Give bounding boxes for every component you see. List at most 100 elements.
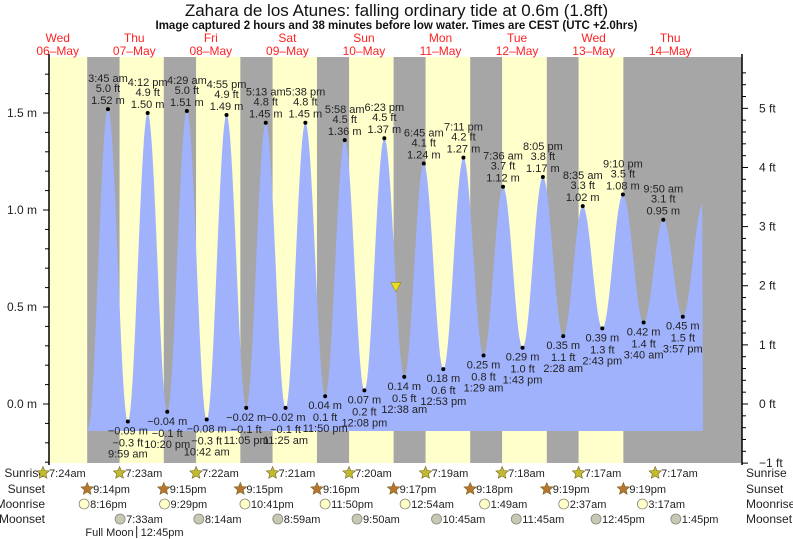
- high-tide-time-label: 5:13 am: [246, 87, 286, 99]
- high-tide-m-label: 1.45 m: [249, 109, 283, 121]
- date-label: 10–May: [343, 44, 386, 58]
- right-axis-tick-label: 4 ft: [759, 160, 776, 174]
- high-tide-m-label: 1.08 m: [606, 180, 640, 192]
- high-tide-m-label: 1.24 m: [407, 149, 441, 161]
- day-of-week-label: Mon: [429, 31, 452, 45]
- high-tide-m-label: 1.27 m: [447, 144, 481, 156]
- moonset-moon-icon: [510, 513, 522, 525]
- low-tide-m-label: 0.04 m: [308, 400, 342, 412]
- high-tide-time-label: 6:23 pm: [364, 102, 404, 114]
- low-tide-m-label: 0.42 m: [627, 327, 661, 339]
- low-tide-time-label: 10:42 am: [184, 447, 230, 459]
- high-tide-ft-label: 4.1 ft: [412, 137, 436, 149]
- high-tide-ft-label: 3.8 ft: [531, 151, 555, 163]
- low-tide-ft-label: 0.8 ft: [471, 372, 495, 384]
- high-tide-point: [620, 192, 625, 197]
- high-tide-ft-label: 4.8 ft: [293, 97, 317, 109]
- high-tide-ft-label: 3.7 ft: [491, 161, 515, 173]
- low-tide-ft-label: −0.3 ft: [112, 437, 143, 449]
- high-tide-point: [461, 155, 466, 160]
- high-tide-point: [105, 107, 110, 112]
- sunset-star-icon: [463, 481, 478, 495]
- current-tide-marker-icon: [390, 282, 402, 293]
- low-tide-ft-label: 1.4 ft: [631, 339, 655, 351]
- high-tide-time-label: 4:29 am: [167, 75, 207, 87]
- low-tide-time-label: 3:57 pm: [663, 344, 703, 356]
- sunrise-star-icon: [112, 465, 127, 479]
- right-axis-tick-label: −1 ft: [759, 456, 783, 470]
- low-tide-time-label: 12:53 pm: [420, 396, 466, 408]
- moonset-time-label: 8:59am: [284, 514, 321, 526]
- day-of-week-label: Fri: [204, 31, 218, 45]
- low-tide-point: [362, 388, 367, 393]
- moonset-time-label: 8:14am: [205, 514, 242, 526]
- date-label: 09–May: [266, 44, 309, 58]
- moonset-time-label: 1:45pm: [682, 514, 719, 526]
- low-tide-ft-label: −0.1 ft: [231, 424, 262, 436]
- moonrise-time-label: 3:17am: [648, 499, 685, 511]
- day-of-week-label: Wed: [45, 31, 69, 45]
- low-tide-ft-label: −0.3 ft: [191, 436, 222, 448]
- sunrise-star-icon: [495, 465, 510, 479]
- moonset-time-label: 7:33am: [126, 514, 163, 526]
- sunset-time-label: 9:17pm: [400, 484, 437, 496]
- high-tide-time-label: 9:10 pm: [603, 158, 643, 170]
- sunset-time-label: 9:19pm: [629, 484, 666, 496]
- left-axis-tick-label: 0.5 m: [7, 300, 37, 314]
- low-tide-time-label: 11:25 am: [263, 435, 308, 447]
- sunrise-time-label: 7:21am: [279, 468, 316, 480]
- low-tide-point: [244, 405, 249, 410]
- low-tide-m-label: 0.07 m: [348, 394, 382, 406]
- low-tide-point: [323, 394, 328, 399]
- sunrise-time-label: 7:23am: [126, 468, 163, 480]
- sunset-time-label: 9:14pm: [93, 484, 130, 496]
- day-of-week-label: Thu: [124, 31, 145, 45]
- date-label: 08–May: [189, 44, 232, 58]
- moonset-moon-icon: [272, 513, 284, 525]
- moonrise-moon-icon: [636, 498, 648, 510]
- moonset-moon-icon: [590, 513, 602, 525]
- chart-subtitle: Image captured 2 hours and 38 minutes be…: [155, 20, 638, 32]
- high-tide-time-label: 3:45 am: [88, 73, 128, 85]
- high-tide-point: [661, 217, 666, 222]
- sunset-star-icon: [156, 481, 171, 495]
- moonset-row-label-left: Moonset: [0, 512, 46, 526]
- moonrise-time-label: 10:41pm: [251, 499, 294, 511]
- sunrise-star-icon: [189, 465, 203, 479]
- moonrise-moon-icon: [558, 498, 570, 510]
- moonset-moon-icon: [193, 513, 205, 525]
- sunrise-row-label-right: Sunrise: [746, 466, 787, 480]
- day-of-week-label: Sat: [278, 31, 297, 45]
- low-tide-point: [520, 345, 525, 350]
- sunrise-star-icon: [36, 465, 50, 479]
- low-tide-time-label: 12:08 pm: [341, 417, 387, 429]
- right-axis-tick-label: 0 ft: [759, 397, 776, 411]
- low-tide-time-label: 11:05 pm: [224, 435, 269, 447]
- high-tide-ft-label: 5.0 ft: [96, 83, 120, 95]
- high-tide-ft-label: 4.9 ft: [135, 87, 159, 99]
- high-tide-ft-label: 3.5 ft: [611, 168, 635, 180]
- low-tide-m-label: −0.09 m: [108, 425, 148, 437]
- high-tide-ft-label: 4.5 ft: [372, 112, 396, 124]
- date-label: 14–May: [649, 44, 692, 58]
- sunrise-star-icon: [571, 465, 586, 479]
- left-axis-tick-label: 1.5 m: [7, 106, 37, 120]
- low-tide-time-label: 11:50 pm: [303, 423, 348, 435]
- low-tide-m-label: 0.29 m: [506, 352, 540, 364]
- low-tide-ft-label: 1.1 ft: [551, 352, 575, 364]
- low-tide-point: [283, 405, 288, 410]
- low-tide-ft-label: 0.2 ft: [352, 406, 376, 418]
- low-tide-ft-label: 1.5 ft: [671, 333, 695, 345]
- tide-level-area: [88, 109, 703, 431]
- right-axis-tick-label: 1 ft: [759, 338, 776, 352]
- sunrise-time-label: 7:20am: [355, 468, 392, 480]
- sunset-time-label: 9:15pm: [246, 484, 283, 496]
- sunrise-time-label: 7:18am: [508, 468, 545, 480]
- low-tide-m-label: −0.02 m: [226, 412, 266, 424]
- low-tide-point: [204, 417, 209, 422]
- moonset-time-label: 11:45am: [522, 514, 564, 526]
- high-tide-ft-label: 4.8 ft: [254, 97, 278, 109]
- high-tide-point: [184, 109, 189, 114]
- moonrise-row-label-right: Moonrise: [746, 497, 793, 511]
- moonrise-moon-icon: [399, 498, 411, 510]
